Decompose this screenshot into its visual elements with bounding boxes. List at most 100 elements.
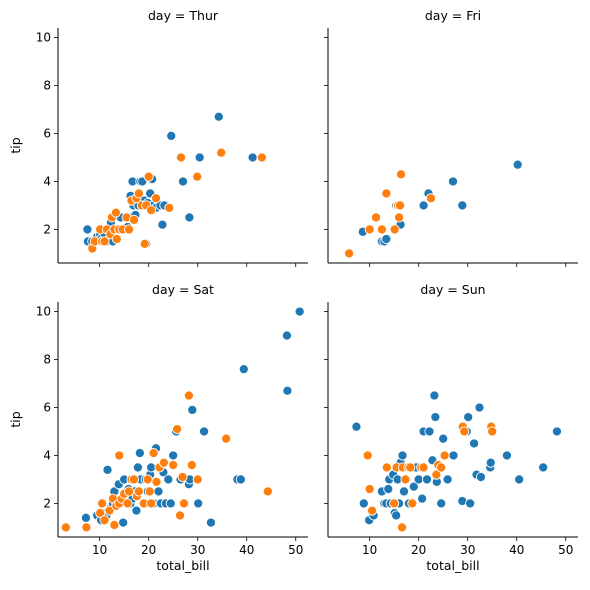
panel-3-series-1-point [187, 404, 198, 415]
panel-1-y-tick-label: 6 [43, 127, 51, 141]
panel-1-series-1-point [194, 152, 205, 163]
panel-4-series-1-point [469, 438, 480, 449]
panel-2-series-2-point [364, 224, 375, 235]
panel-3-series-2-point [122, 498, 133, 509]
panel-3-y-tick-label: 8 [43, 353, 51, 367]
panel-1-series-1-point [177, 176, 189, 187]
panel-4-x-tick-label: 50 [558, 543, 573, 557]
panel-4-series-1-point [398, 486, 410, 497]
panel-4-series-2-point [436, 462, 447, 473]
panel-1-series-2-point [256, 152, 267, 163]
panel-1-series-2-point [133, 188, 144, 199]
panel-1-y-tick-label: 8 [43, 79, 51, 93]
panel-3-series-2-point [186, 460, 197, 471]
panel-1-title: day = Thur [148, 8, 219, 23]
panel-3-series-2-point [151, 476, 162, 487]
panel-4-series-1-point [465, 498, 476, 509]
panel-2-series-1-point [381, 233, 392, 245]
panel-3-series-1-point [193, 498, 204, 509]
panel-3-series-1-point [168, 450, 179, 461]
panel-3-series-2-point [221, 433, 232, 444]
panel-3-series-2-point [97, 498, 108, 509]
panel-4-x-tick-label: 20 [411, 543, 426, 557]
panel-4-series-1-point [391, 510, 402, 521]
panel-2-series-2-point [389, 224, 400, 235]
panel-3-x-tick-label: 30 [190, 543, 205, 557]
panel-1-series-1-point [82, 224, 93, 235]
panel-3-series-2-point [133, 486, 144, 497]
panel-2-series-1-point [418, 200, 429, 211]
panel-1-series-2-point [175, 152, 187, 163]
panel-3-title: day = Sat [152, 282, 214, 297]
panel-3-series-2-point [172, 424, 183, 435]
panel-4-series-2-point [396, 522, 408, 533]
panel-3-series-1-point [163, 474, 174, 485]
panel-3-y-tick-label: 10 [36, 305, 51, 319]
panel-1-series-2-point [128, 214, 140, 225]
panel-3-x-tick-label: 50 [288, 543, 303, 557]
panel-3-series-1-point [131, 505, 142, 516]
panel-4-series-1-point [397, 450, 408, 461]
panel-3-series-2-point [146, 498, 157, 509]
panel-2-title: day = Fri [425, 8, 481, 23]
panel-2-series-2-point [395, 200, 406, 211]
panel-4-series-1-point [501, 450, 512, 461]
panel-4-series-1-point [438, 433, 449, 444]
panel-3-series-2-point [177, 472, 188, 483]
panel-3-series-2-point [60, 522, 71, 533]
panel-3-series-2-point [81, 522, 92, 533]
panel-4-x-axis-label: total_bill [426, 558, 479, 573]
panel-3-series-1-point [146, 462, 157, 473]
panel-3-series-2-point [109, 519, 120, 531]
panel-4-series-1-point [514, 474, 525, 485]
panel-1-series-2-point [99, 236, 110, 247]
panel-4-x-tick-label: 40 [509, 543, 524, 557]
panel-4-series-1-point [413, 474, 424, 485]
panel-3-x-tick-label: 10 [92, 543, 107, 557]
panel-3-series-2-point [95, 507, 106, 519]
panel-4-x-tick-label: 30 [460, 543, 475, 557]
panel-3-series-2-point [142, 474, 153, 485]
panel-2-series-1-point [447, 176, 459, 187]
panel-4-series-1-point [538, 462, 549, 473]
panel-3-series-1-point [294, 306, 305, 317]
panel-4-series-2-point [400, 474, 411, 485]
panel-1-series-2-point [146, 205, 157, 216]
panel-1-y-tick-label: 2 [43, 222, 51, 236]
panel-3-series-2-point [175, 510, 186, 521]
panel-2-series-2-point [394, 212, 405, 223]
panel-2-series-2-point [425, 193, 436, 204]
panel-3-x-tick-label: 20 [141, 543, 156, 557]
panel-3-y-axis-label: tip [8, 411, 23, 427]
panel-4-series-1-point [358, 498, 369, 509]
panel-4-series-1-point [463, 412, 474, 423]
panel-4-series-2-point [487, 426, 498, 437]
panel-3-series-2-point [128, 474, 140, 485]
panel-4-series-1-point [383, 483, 394, 495]
panel-4-title: day = Sun [420, 282, 485, 297]
panel-2-series-2-point [344, 248, 355, 259]
panel-2-series-1-point [512, 159, 523, 170]
panel-4-series-2-point [439, 450, 450, 461]
panel-4-series-2-point [418, 462, 429, 473]
panel-1-series-2-point [139, 238, 150, 249]
panel-3-series-1-point [238, 364, 249, 375]
panel-1-series-2-point [143, 171, 154, 182]
panel-1-series-1-point [166, 130, 177, 141]
panel-3-series-1-point [165, 498, 176, 509]
panel-3-series-2-point [183, 390, 194, 401]
panel-1-y-tick-label: 10 [36, 31, 51, 45]
panel-3-series-1-point [282, 385, 293, 396]
panel-4-series-1-point [551, 426, 562, 437]
panel-4-series-1-point [485, 457, 496, 468]
panel-4-series-2-point [381, 462, 392, 473]
panel-3-x-tick-label: 40 [239, 543, 254, 557]
panel-2-series-2-point [381, 188, 392, 199]
panel-4-x-tick-label: 10 [362, 543, 377, 557]
panel-4-series-2-point [431, 469, 442, 480]
panel-3-series-2-point [178, 498, 190, 509]
panel-3-series-2-point [124, 486, 135, 497]
panel-3-series-1-point [132, 462, 143, 473]
panel-4-series-1-point [417, 493, 428, 504]
